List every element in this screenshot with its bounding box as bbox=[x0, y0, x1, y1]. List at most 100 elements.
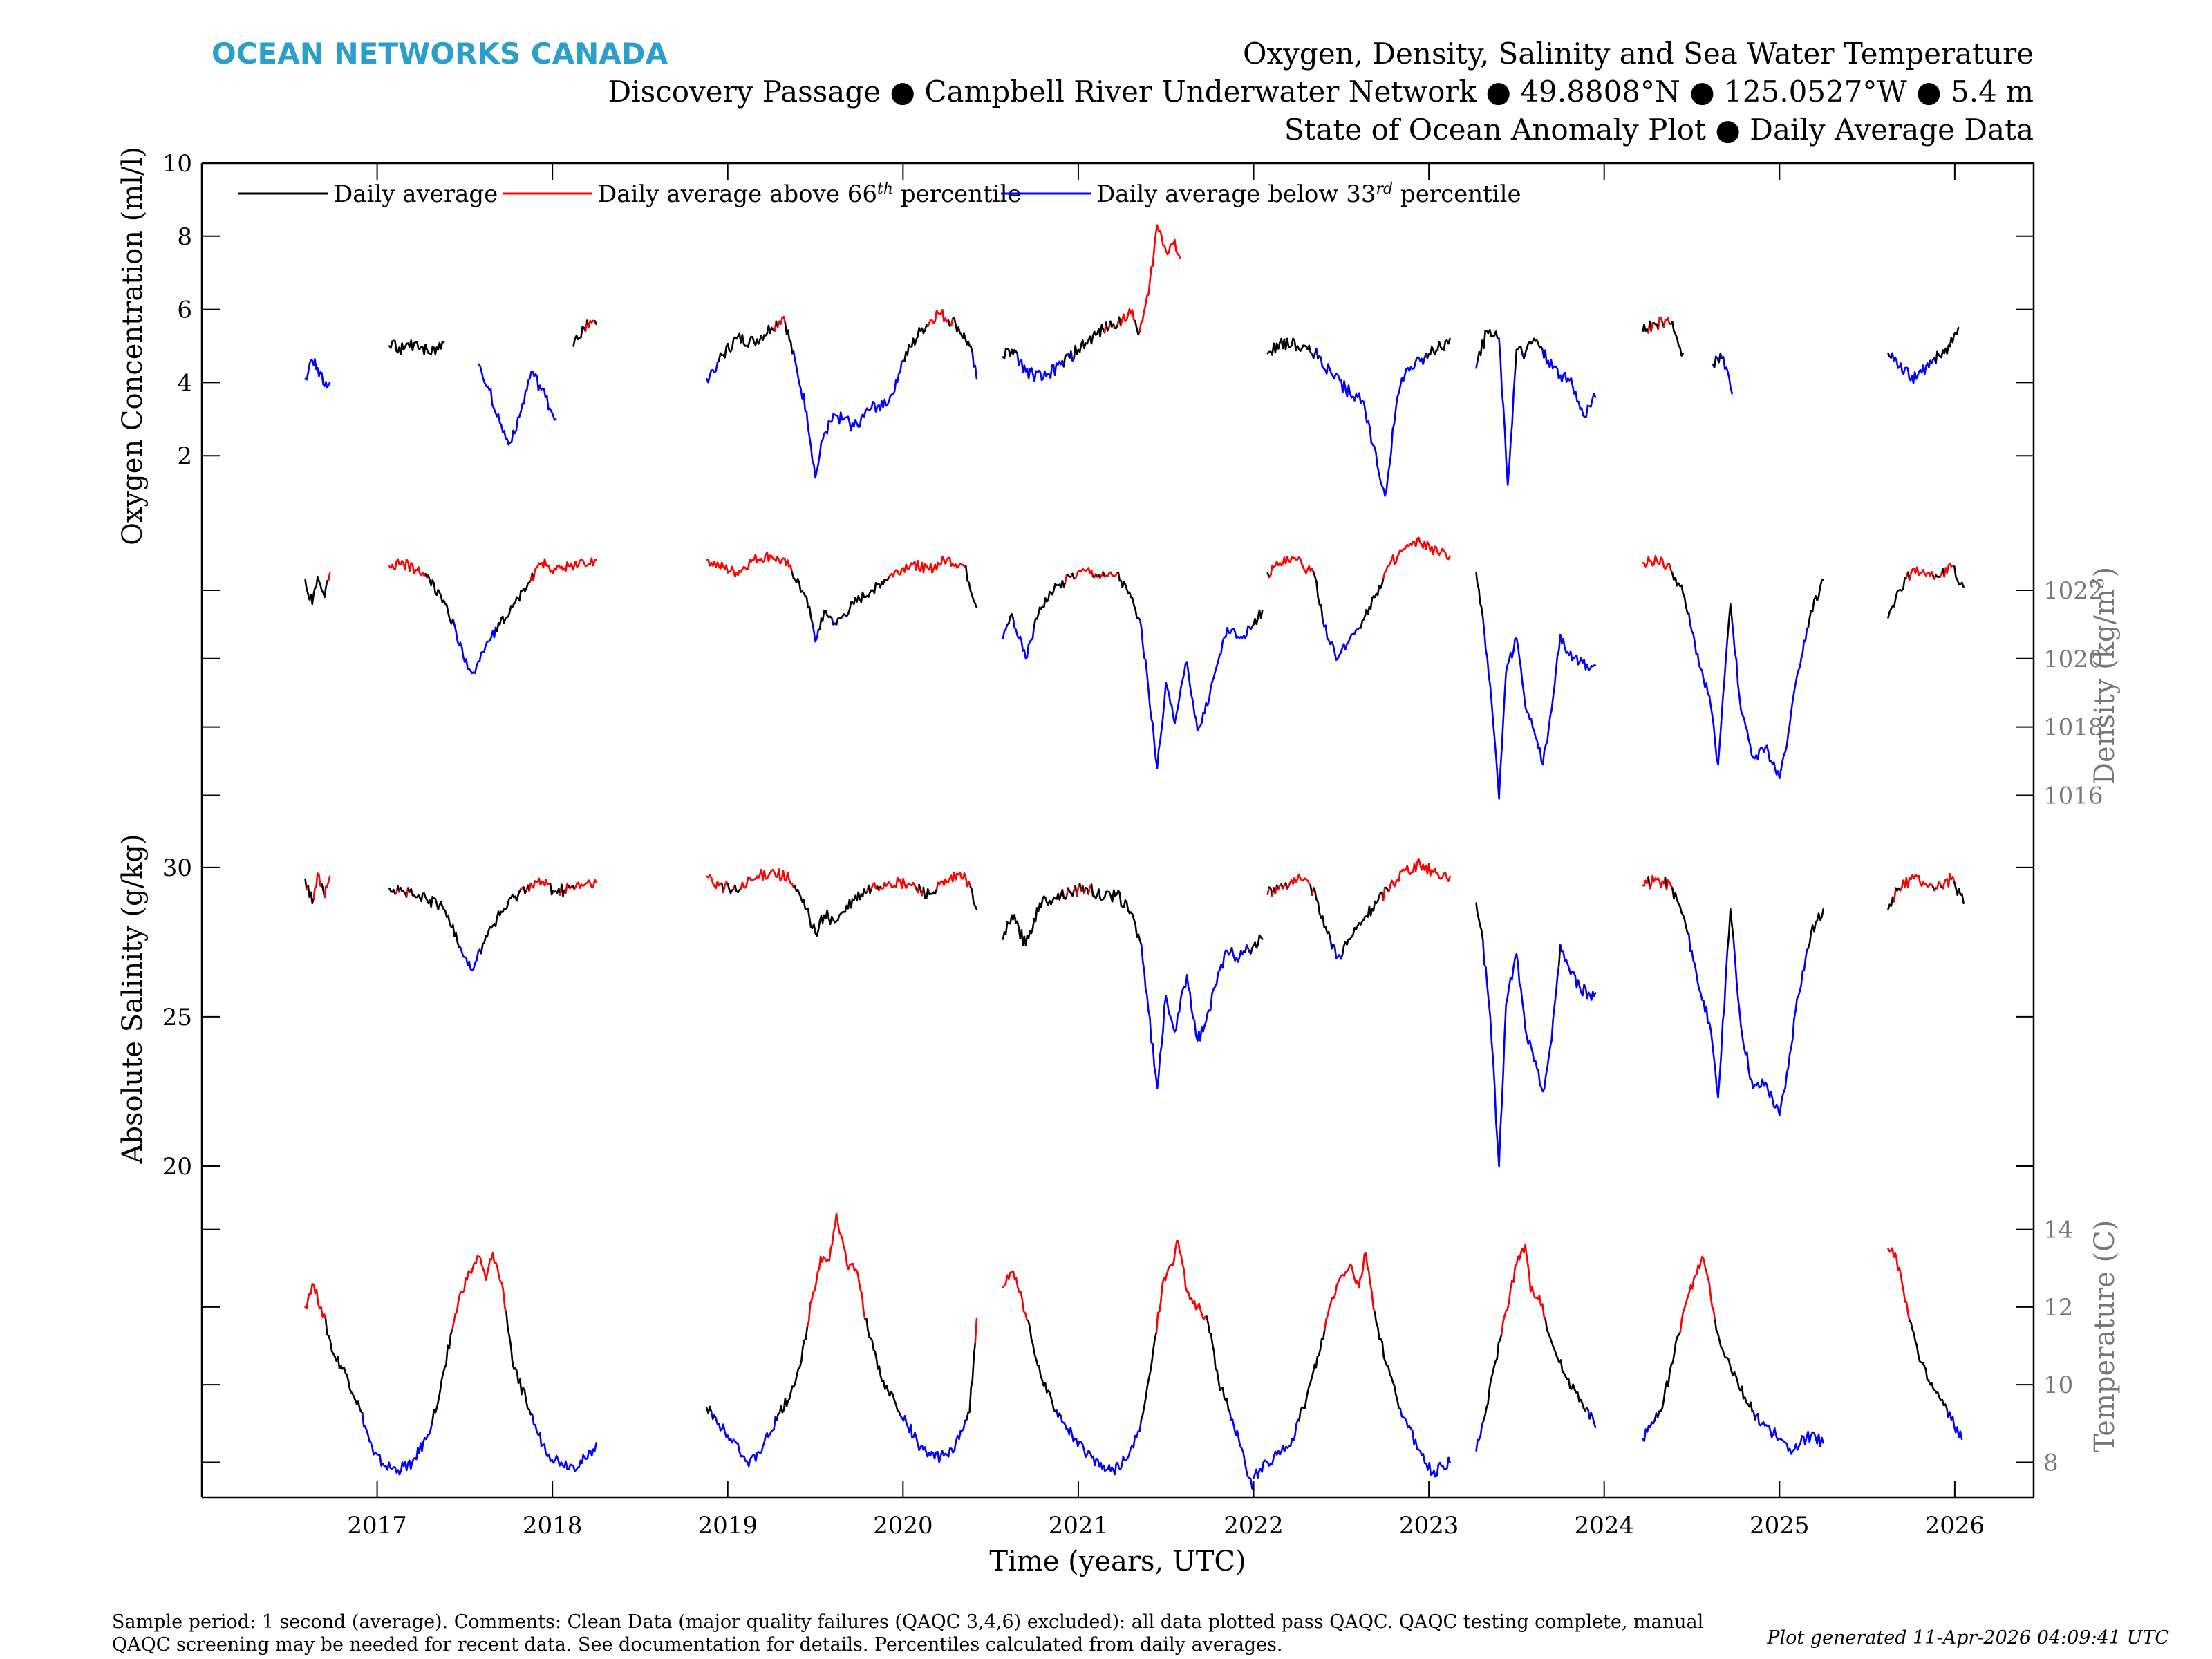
data-line-segment bbox=[788, 1391, 792, 1400]
data-line-segment bbox=[1744, 1396, 1747, 1404]
data-line-segment bbox=[1514, 348, 1518, 373]
data-line-segment bbox=[588, 319, 592, 329]
y-axis-label-oxygen: Oxygen Concentration (ml/l) bbox=[117, 147, 149, 545]
x-tick-label: 2025 bbox=[1750, 1512, 1810, 1539]
data-line-segment bbox=[831, 1231, 835, 1246]
data-line-segment bbox=[1333, 652, 1338, 661]
data-line-segment bbox=[1696, 653, 1700, 667]
data-line-segment bbox=[1053, 362, 1058, 377]
data-line-segment bbox=[818, 617, 823, 631]
data-line-segment bbox=[1538, 1294, 1542, 1306]
data-line-segment bbox=[1032, 1343, 1035, 1355]
series-temperature-0 bbox=[304, 1252, 597, 1476]
data-line-segment bbox=[1741, 1035, 1745, 1049]
data-line-segment bbox=[1215, 972, 1219, 985]
data-line-segment bbox=[311, 593, 315, 606]
data-line-segment bbox=[1549, 1040, 1553, 1049]
data-line-segment bbox=[1784, 1072, 1788, 1089]
data-line-segment bbox=[718, 352, 722, 362]
data-line-segment bbox=[818, 441, 823, 456]
data-line-segment bbox=[1149, 1360, 1153, 1373]
data-line-segment bbox=[1177, 1240, 1181, 1253]
data-line-segment bbox=[1327, 930, 1331, 939]
data-line-segment bbox=[1149, 705, 1152, 720]
data-line-segment bbox=[1154, 1331, 1158, 1340]
data-line-segment bbox=[1718, 722, 1723, 745]
data-line-segment bbox=[1699, 992, 1703, 1001]
data-line-segment bbox=[388, 1461, 392, 1469]
data-line-segment bbox=[1915, 1344, 1920, 1356]
data-line-segment bbox=[371, 1446, 375, 1456]
data-line-segment bbox=[835, 1212, 839, 1225]
data-line-segment bbox=[1443, 340, 1447, 351]
data-line-segment bbox=[1671, 1353, 1676, 1364]
data-line-segment bbox=[803, 899, 807, 910]
data-line-segment bbox=[1031, 625, 1035, 639]
data-line-segment bbox=[1713, 355, 1717, 369]
data-line-segment bbox=[1188, 1291, 1191, 1300]
data-line-segment bbox=[1317, 596, 1321, 606]
data-line-segment bbox=[418, 566, 421, 575]
data-line-segment bbox=[1493, 1360, 1497, 1368]
data-line-segment bbox=[816, 628, 820, 639]
data-line-segment bbox=[1951, 333, 1956, 344]
y-tick-label-oxygen: 8 bbox=[177, 223, 192, 251]
data-line-segment bbox=[1511, 966, 1515, 981]
data-line-segment bbox=[832, 1224, 836, 1233]
data-line-segment bbox=[547, 1453, 552, 1462]
data-line-segment bbox=[1502, 1315, 1506, 1323]
data-line-segment bbox=[1447, 337, 1451, 345]
data-line-segment bbox=[1395, 1393, 1398, 1401]
data-line-segment bbox=[1709, 705, 1714, 717]
data-line-segment bbox=[1679, 906, 1683, 914]
data-line-segment bbox=[479, 1256, 483, 1266]
data-line-segment bbox=[1475, 902, 1479, 915]
data-line-segment bbox=[1155, 1311, 1159, 1333]
legend-entry: Daily average above 66th percentile bbox=[598, 180, 1022, 209]
data-line-segment bbox=[852, 1262, 856, 1272]
data-line-segment bbox=[451, 924, 456, 937]
data-line-segment bbox=[902, 878, 906, 885]
data-line-segment bbox=[1959, 1430, 1963, 1441]
data-line-segment bbox=[508, 1335, 512, 1347]
data-line-segment bbox=[831, 617, 834, 626]
data-line-segment bbox=[1365, 1252, 1369, 1267]
data-line-segment bbox=[1675, 1335, 1678, 1344]
data-line-segment bbox=[1050, 1396, 1053, 1404]
data-line-segment bbox=[1902, 1291, 1906, 1303]
series-salinity-6 bbox=[1642, 874, 1824, 1116]
data-line-segment bbox=[1422, 357, 1426, 365]
data-line-segment bbox=[847, 415, 851, 424]
data-line-segment bbox=[1498, 1127, 1501, 1168]
data-line-segment bbox=[1360, 1268, 1365, 1277]
data-line-segment bbox=[1546, 1056, 1550, 1069]
data-line-segment bbox=[1489, 684, 1493, 704]
data-line-segment bbox=[1208, 688, 1212, 702]
data-line-segment bbox=[1493, 1085, 1497, 1123]
data-line-segment bbox=[1138, 321, 1143, 332]
series-oxygen-4 bbox=[705, 308, 978, 479]
data-line-segment bbox=[1906, 877, 1911, 888]
data-line-segment bbox=[1305, 1391, 1309, 1401]
data-line-segment bbox=[440, 341, 444, 350]
data-line-segment bbox=[446, 604, 449, 615]
data-line-segment bbox=[1717, 1075, 1721, 1098]
data-line-segment bbox=[1765, 744, 1770, 753]
data-line-segment bbox=[1901, 1282, 1905, 1293]
data-line-segment bbox=[1143, 1396, 1147, 1407]
data-line-segment bbox=[1817, 585, 1821, 598]
data-line-segment bbox=[1740, 709, 1743, 716]
data-line-segment bbox=[828, 1247, 832, 1262]
data-line-segment bbox=[1907, 1313, 1911, 1321]
data-line-segment bbox=[324, 1318, 328, 1335]
data-line-segment bbox=[1475, 359, 1479, 369]
data-line-segment bbox=[1149, 1017, 1152, 1044]
series-salinity-0 bbox=[304, 872, 331, 904]
data-line-segment bbox=[486, 929, 490, 938]
data-line-segment bbox=[1090, 569, 1094, 578]
data-line-segment bbox=[1506, 986, 1510, 999]
series-density-7 bbox=[1887, 563, 1965, 619]
data-line-segment bbox=[455, 630, 459, 643]
data-line-segment bbox=[1671, 321, 1675, 332]
data-line-segment bbox=[1528, 1039, 1533, 1048]
